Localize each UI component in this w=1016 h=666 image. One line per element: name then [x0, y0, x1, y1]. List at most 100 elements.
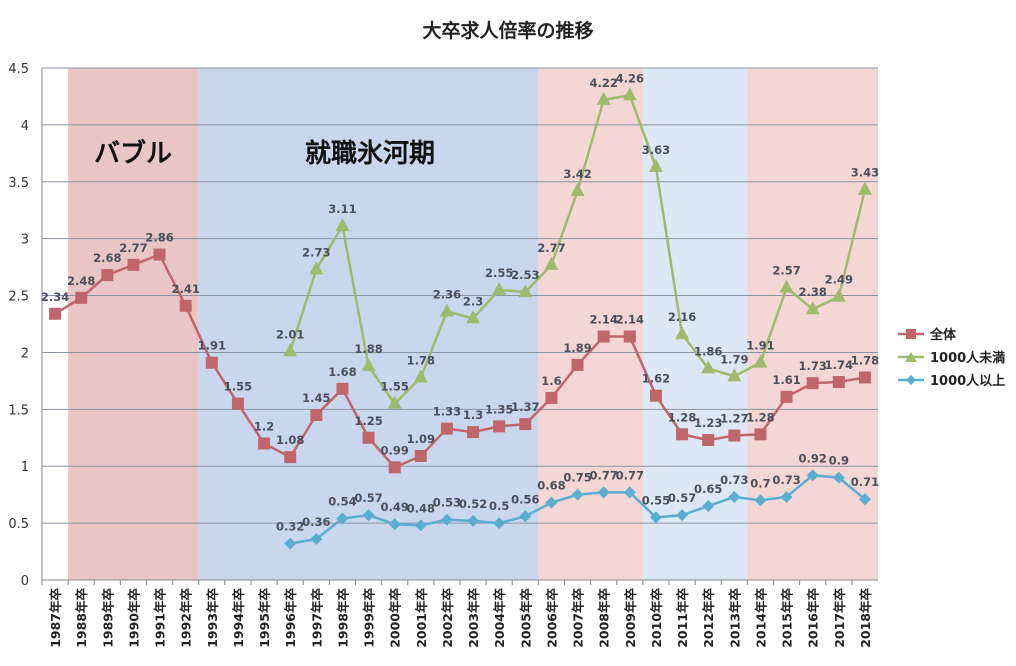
data-label: 0.48 — [407, 501, 435, 515]
data-point — [676, 509, 689, 522]
data-point — [519, 418, 532, 431]
data-label: 1.91 — [198, 339, 226, 353]
x-tick-label: 1996年卒 — [283, 588, 298, 648]
x-tick-label: 2003年卒 — [466, 588, 481, 648]
data-point — [623, 330, 636, 343]
data-point — [806, 377, 819, 390]
data-point — [362, 431, 375, 444]
data-label: 1.78 — [851, 353, 879, 367]
data-point — [649, 511, 662, 524]
data-label: 0.5 — [489, 499, 509, 513]
x-tick-label: 2015年卒 — [780, 588, 795, 648]
data-point — [309, 261, 324, 275]
y-tick-label: 1.5 — [8, 403, 29, 418]
data-label: 0.73 — [772, 473, 800, 487]
data-point — [518, 284, 533, 298]
y-tick-label: 3.5 — [8, 176, 29, 191]
data-label: 0.7 — [750, 476, 770, 490]
data-label: 2.86 — [145, 231, 173, 245]
data-point — [258, 437, 271, 450]
period-band — [642, 68, 748, 580]
data-label: 1.2 — [254, 419, 274, 433]
data-point — [310, 409, 323, 422]
data-label: 1.74 — [825, 358, 853, 372]
data-point — [310, 533, 323, 546]
data-label: 0.75 — [563, 471, 591, 485]
data-point — [545, 391, 558, 404]
data-point — [467, 514, 480, 527]
data-label: 4.22 — [590, 76, 618, 90]
data-label: 2.57 — [772, 264, 800, 278]
data-label: 2.49 — [825, 273, 853, 287]
data-label: 0.71 — [851, 475, 879, 489]
data-point — [413, 369, 428, 383]
data-label: 1.09 — [407, 432, 435, 446]
legend-label: 1000人以上 — [930, 374, 1006, 389]
x-tick-label: 2013年卒 — [727, 588, 742, 648]
data-point — [492, 281, 507, 295]
data-label: 1.23 — [694, 416, 722, 430]
data-point — [493, 420, 506, 433]
data-label: 1.35 — [485, 402, 513, 416]
data-label: 1.3 — [463, 408, 483, 422]
data-point — [779, 279, 794, 293]
data-label: 1.79 — [720, 352, 748, 366]
data-point — [153, 248, 166, 261]
data-label: 0.92 — [799, 451, 827, 465]
data-label: 0.73 — [720, 473, 748, 487]
data-point — [127, 258, 140, 271]
data-label: 0.77 — [616, 468, 644, 482]
data-label: 0.57 — [354, 491, 382, 505]
x-tick-label: 1988年卒 — [74, 588, 89, 648]
legend-item: 1000人以上 — [898, 368, 1005, 391]
data-point — [780, 490, 793, 503]
data-point — [623, 486, 636, 499]
data-label: 2.38 — [799, 285, 827, 299]
data-point — [702, 500, 715, 513]
period-band — [198, 68, 539, 580]
legend-marker-icon — [898, 374, 924, 385]
data-point — [597, 486, 610, 499]
data-point — [754, 428, 767, 441]
x-tick-label: 1999年卒 — [362, 588, 377, 648]
data-label: 2.3 — [463, 294, 483, 308]
data-point — [179, 299, 192, 312]
data-label: 1.33 — [433, 405, 461, 419]
data-point — [780, 390, 793, 403]
x-tick-label: 1987年卒 — [48, 588, 63, 648]
data-label: 2.36 — [433, 287, 461, 301]
x-tick-label: 2005年卒 — [518, 588, 533, 648]
data-label: 1.86 — [694, 344, 722, 358]
data-point — [857, 181, 872, 195]
data-label: 0.56 — [511, 492, 539, 506]
data-label: 2.77 — [119, 241, 147, 255]
chart-title: 大卒求人倍率の推移 — [422, 20, 594, 42]
data-label: 0.68 — [537, 479, 565, 493]
data-label: 2.41 — [172, 282, 200, 296]
data-point — [493, 517, 506, 530]
data-point — [622, 87, 637, 101]
data-point — [362, 509, 375, 522]
x-tick-label: 2004年卒 — [492, 588, 507, 648]
y-tick-label: 4 — [21, 119, 29, 134]
x-tick-label: 1989年卒 — [100, 588, 115, 648]
data-label: 0.9 — [829, 454, 849, 468]
data-point — [570, 182, 585, 196]
x-tick-label: 2002年卒 — [440, 588, 455, 648]
data-label: 4.26 — [616, 71, 644, 85]
data-label: 2.73 — [302, 245, 330, 259]
data-label: 2.34 — [41, 290, 69, 304]
data-point — [832, 471, 845, 484]
data-label: 1.68 — [328, 365, 356, 379]
data-point — [335, 218, 350, 232]
x-tick-label: 2008年卒 — [597, 588, 612, 648]
data-point — [806, 469, 819, 482]
data-point — [701, 360, 716, 374]
data-point — [858, 371, 871, 384]
data-point — [545, 496, 558, 509]
data-label: 1.6 — [541, 374, 561, 388]
data-label: 2.16 — [668, 310, 696, 324]
data-label: 1.78 — [407, 353, 435, 367]
data-label: 1.91 — [746, 339, 774, 353]
